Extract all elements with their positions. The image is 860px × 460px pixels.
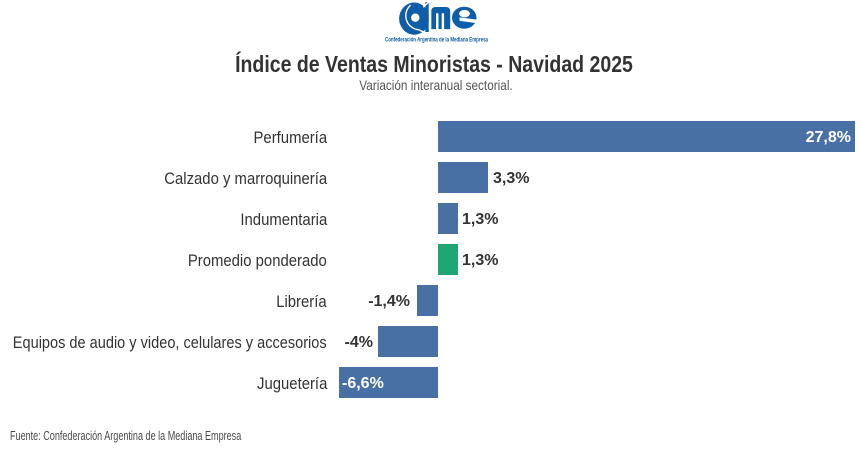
svg-text:Confederación Argentina de la: Confederación Argentina de la Mediana Em… [385,38,488,44]
